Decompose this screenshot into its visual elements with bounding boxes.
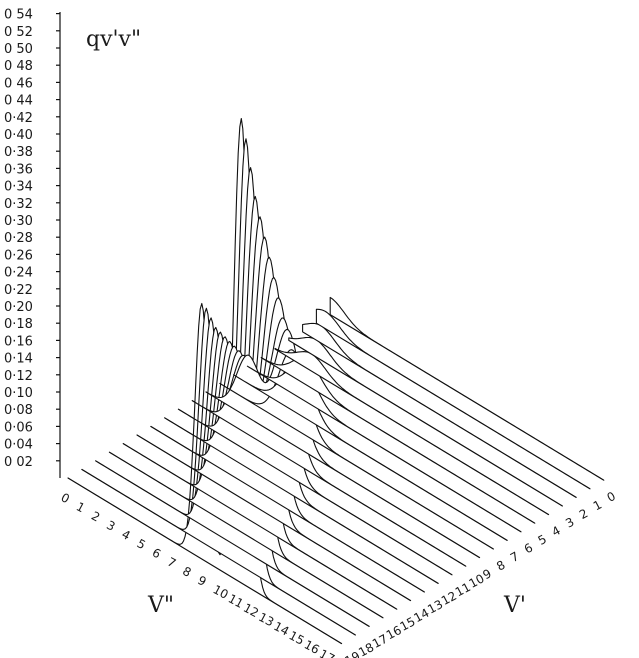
z-tick-label: 0 02 <box>4 455 33 470</box>
v-prime-tick: 17 <box>370 632 390 652</box>
curve-v-prime-10 <box>191 317 467 567</box>
z-tick-label: 0·22 <box>4 283 33 298</box>
v-double-prime-tick: 4 <box>119 527 132 543</box>
v-prime-tick: 8 <box>494 558 507 574</box>
z-tick-label: 0·30 <box>4 214 33 229</box>
z-tick-label: 0 48 <box>4 59 33 74</box>
z-tick-label: 0·06 <box>4 420 33 435</box>
v-double-prime-tick: 0 <box>59 490 72 506</box>
v-prime-tick: 10 <box>467 571 487 591</box>
curve-v-prime-3 <box>288 336 563 507</box>
v-prime-tick: 7 <box>508 549 521 565</box>
z-tick-label: 0·16 <box>4 334 33 349</box>
v-double-prime-tick: 16 <box>302 637 322 657</box>
v-prime-tick: 12 <box>439 589 459 609</box>
v-double-prime-tick: 7 <box>165 555 178 571</box>
z-tick-label: 0·14 <box>4 352 33 367</box>
v-double-prime-tick: 18 <box>332 656 352 658</box>
curve-v-prime-0 <box>329 296 605 481</box>
v-double-prime-tick: 11 <box>226 591 246 611</box>
v-prime-tick: 18 <box>356 640 376 658</box>
v-double-prime-tick: 8 <box>180 564 193 580</box>
z-tick-label: 0 50 <box>4 42 33 57</box>
z-tick-label: 0 44 <box>4 94 33 109</box>
z-tick-label: 0·18 <box>4 317 33 332</box>
curve-v-prime-4 <box>274 347 550 516</box>
v-double-prime-tick: 13 <box>256 610 276 630</box>
v-prime-tick: 1 <box>591 498 604 514</box>
z-tick-label: 0·04 <box>4 438 33 453</box>
v-prime-tick: 6 <box>522 541 535 557</box>
v-prime-ticks: 191817161514131211109876543210 <box>342 489 618 658</box>
z-tick-label: 0·26 <box>4 248 33 263</box>
v-double-prime-tick: 15 <box>287 628 307 648</box>
v-double-prime-axis-title: V" <box>147 593 174 618</box>
v-prime-axis-title: V' <box>503 593 526 618</box>
curve-v-prime-1 <box>315 308 591 490</box>
v-prime-tick: 14 <box>411 606 431 626</box>
z-tick-label: 0 54 <box>4 8 33 23</box>
v-prime-tick: 16 <box>384 623 404 643</box>
v-double-prime-tick: 14 <box>271 619 291 639</box>
z-tick-label: 0·36 <box>4 162 33 177</box>
z-tick-label: 0·38 <box>4 145 33 160</box>
v-prime-tick: 13 <box>425 597 445 617</box>
z-axis-title: qv'v" <box>86 27 141 52</box>
curve-v-prime-2 <box>302 322 577 498</box>
z-tick-label: 0 52 <box>4 25 33 40</box>
curves <box>67 117 605 645</box>
v-double-prime-tick: 3 <box>104 518 117 534</box>
v-prime-tick: 15 <box>398 614 418 634</box>
v-prime-tick: 5 <box>536 532 549 548</box>
z-tick-label: 0·08 <box>4 403 33 418</box>
v-prime-tick: 2 <box>577 506 590 522</box>
z-tick-label: 0 46 <box>4 76 33 91</box>
v-double-prime-tick: 17 <box>317 647 337 658</box>
z-tick-label: 0·12 <box>4 369 33 384</box>
v-double-prime-tick: 10 <box>211 582 231 602</box>
v-double-prime-tick: 1 <box>74 499 87 515</box>
v-double-prime-tick: 9 <box>195 573 208 589</box>
z-tick-label: 0·42 <box>4 111 33 126</box>
v-double-prime-tick: 6 <box>150 545 163 561</box>
v-prime-tick: 19 <box>342 649 362 658</box>
v-prime-tick: 4 <box>549 523 562 539</box>
z-tick-label: 0·34 <box>4 180 33 195</box>
z-axis-ticks: 0 54 0 52 0 50 0 48 0 46 0 44 0·42 0·40 0·38 0·36… <box>4 8 60 470</box>
v-double-prime-tick: 5 <box>135 536 148 552</box>
v-double-prime-tick: 2 <box>89 509 102 525</box>
curve-v-prime-12 <box>164 277 439 584</box>
z-tick-label: 0·28 <box>4 231 33 246</box>
z-tick-label: 0·32 <box>4 197 33 212</box>
v-prime-tick: 11 <box>453 580 473 600</box>
v-double-prime-tick: 12 <box>241 601 261 621</box>
z-tick-label: 0·20 <box>4 300 33 315</box>
v-prime-tick: 3 <box>563 515 576 531</box>
v-prime-tick: 0 <box>605 489 618 505</box>
z-tick-label: 0·10 <box>4 386 33 401</box>
z-tick-label: 0·40 <box>4 128 33 143</box>
z-tick-label: 0·24 <box>4 266 33 281</box>
